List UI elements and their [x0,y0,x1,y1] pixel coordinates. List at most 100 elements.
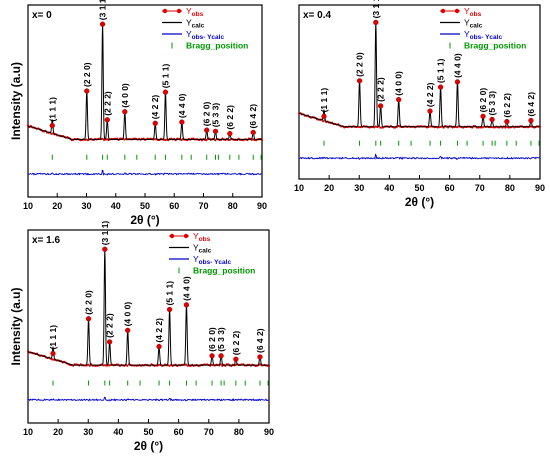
legend-swatch-marker [169,233,175,239]
legend-swatch-marker [454,8,460,14]
yobs-peak-marker [156,343,162,350]
hkl-label: (5 3 3) [487,91,497,116]
hkl-label: (2 2 0) [84,290,94,315]
legend-swatch-marker [162,8,168,14]
hkl-label: (6 4 2) [248,104,258,129]
hkl-label: (2 2 2) [105,313,115,338]
yobs-peak-marker [50,350,56,357]
x-tick-label: 40 [111,201,121,211]
yobs-peak-marker [204,127,210,133]
y-axis-title: Intensity (a.u) [9,287,23,365]
hkl-label: (4 0 0) [394,71,404,96]
x-tick-label: 20 [53,427,63,437]
x-axis-title: 2θ (°) [130,213,159,227]
ydiff-line [27,169,263,176]
yobs-peak-marker [209,353,215,359]
x-tick-label: 70 [198,201,208,211]
legend-entry: Ycalc [464,18,483,30]
yobs-peak-marker [85,316,92,322]
legend-entry: Yobs [193,231,211,243]
hkl-label: (4 4 0) [177,93,187,118]
hkl-label: (3 1 1) [100,221,110,246]
x-tick-label: 20 [324,183,334,193]
yobs-peak-marker [162,89,169,95]
plot-frame [298,4,541,180]
hkl-label: (4 0 0) [123,302,133,327]
yobs-peak-marker [104,117,110,123]
legend-entry: Yobs- Ycalc [186,29,224,41]
hkl-label: (5 3 3) [216,327,226,352]
chart-panel-0: (1 1 1) (2 2 0) (3 1 1) (2 2 2) (4 0 0) (4 2 … [9,0,267,227]
legend-swatch-marker [440,8,446,14]
hkl-label: (5 1 1) [436,58,446,83]
hkl-label: (2 2 0) [355,52,365,77]
x-tick-label: 40 [384,183,394,193]
hkl-label: (1 1 1) [319,88,329,113]
yobs-peak-marker [218,353,224,359]
chart-panel-2: (1 1 1) (2 2 0) (3 1 1) (2 2 2) (4 0 0) (4 2 … [9,221,274,453]
x-tick-label: 60 [174,427,184,437]
hkl-label: (6 2 0) [207,327,217,352]
x-tick-label: 10 [23,201,33,211]
x-tick-label: 60 [445,183,455,193]
hkl-label: (3 1 1) [98,0,108,20]
x-tick-label: 30 [83,427,93,437]
hkl-label: (4 2 2) [150,95,160,120]
legend-entry: Yobs [186,6,204,18]
hkl-label: (6 2 2) [231,331,241,356]
yobs-point [205,139,208,142]
x-tick-label: 30 [354,183,364,193]
yobs-peak-marker [504,118,510,125]
x-tick-label: 50 [143,427,153,437]
ycalc-line [298,22,540,128]
legend-entry: Bragg_position [193,266,255,276]
x-tick-label: 40 [113,427,123,437]
yobs-peak-marker [152,120,158,126]
x-tick-label: 50 [414,183,424,193]
x-tick-label: 70 [475,183,485,193]
hkl-label: (2 2 2) [102,91,112,116]
yobs-peak-marker [356,78,363,84]
hkl-label: (5 1 1) [161,63,171,88]
plot-frame [27,4,263,198]
x-tick-label: 80 [505,183,515,193]
y-axis-title: Intensity (a.u) [9,62,23,140]
yobs-peak-marker [480,113,486,120]
x-tick-label: 90 [257,201,267,211]
yobs-peak-marker [122,109,128,115]
yobs-peak-marker [227,130,233,137]
legend-swatch-marker [176,8,182,14]
hkl-label: (4 4 0) [453,53,463,78]
yobs-peak-marker [183,302,190,308]
x-tick-label: 20 [52,201,62,211]
x-axis-title: 2θ (°) [134,439,163,453]
yobs-peak-marker [102,246,108,252]
legend-entry: Yobs- Ycalc [193,254,231,266]
hkl-label: (6 2 0) [202,101,212,126]
hkl-label: (6 2 2) [225,105,235,130]
yobs-peak-marker [212,128,219,134]
yobs-peak-marker [257,354,263,360]
hkl-label: (2 2 0) [82,62,92,87]
x-tick-label: 50 [140,201,150,211]
legend-entry: Yobs [464,6,482,18]
hkl-label: (4 0 0) [120,83,130,108]
yobs-peak-marker [377,103,384,109]
x-tick-label: 90 [264,427,274,437]
yobs-peak-marker [454,79,461,85]
legend-swatch-marker [183,233,189,239]
plot-frame [27,229,270,424]
hkl-label: (5 1 1) [165,281,175,306]
yobs-peak-marker [166,306,173,313]
legend-entry: Ycalc [193,243,212,255]
hkl-label: (3 1 1) [371,0,381,18]
yobs-peak-marker [396,97,402,103]
hkl-label: (4 2 2) [154,318,164,343]
hkl-label: (4 4 0) [182,276,192,301]
yobs-peak-marker [489,116,495,123]
panel-label: x= 0 [32,10,52,21]
